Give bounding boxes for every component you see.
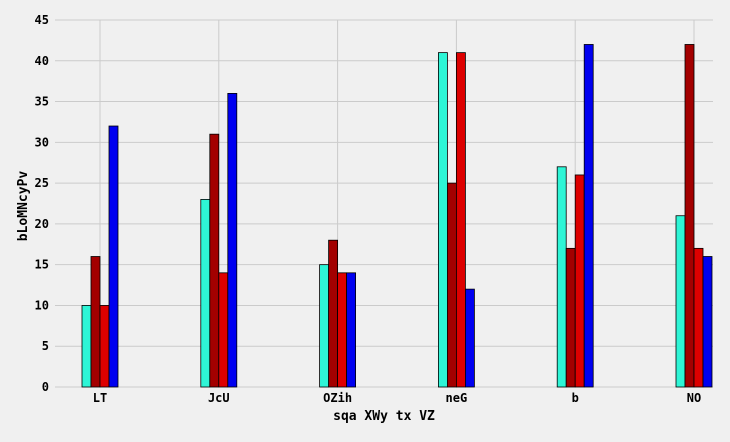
bar-LT-series-2 [90, 256, 101, 388]
bar-LT-series-4 [108, 125, 119, 388]
y-tick-label: 15 [35, 258, 49, 272]
bar-LT-series-3 [99, 305, 110, 388]
bar-JcU-series-3 [218, 272, 229, 388]
bar-OZih-series-3 [337, 272, 348, 388]
bar-OZih-series-2 [328, 239, 339, 388]
bar-NO-series-4 [702, 256, 713, 388]
bar-b-series-1 [556, 166, 567, 388]
y-tick-label: 45 [35, 13, 49, 27]
bar-JcU-series-2 [209, 133, 220, 388]
bar-b-series-3 [574, 174, 585, 388]
y-tick-label: 25 [35, 176, 49, 190]
bar-neG-series-3 [455, 52, 466, 388]
y-tick-label: 20 [35, 217, 49, 231]
bar-NO-series-2 [684, 44, 695, 388]
x-tick-label: b [572, 391, 579, 405]
bar-neG-series-4 [464, 288, 475, 388]
x-tick-label: JcU [208, 391, 230, 405]
grid [55, 19, 713, 388]
bar-b-series-4 [583, 44, 594, 388]
x-tick-label: LT [93, 391, 107, 405]
bar-LT-series-1 [81, 305, 92, 388]
y-tick-labels: 0 5 10 15 20 25 30 35 40 45 [35, 13, 49, 394]
y-tick-label: 35 [35, 95, 49, 109]
x-tick-label: OZih [323, 391, 352, 405]
bar-JcU-series-1 [200, 199, 211, 388]
bar-OZih-series-4 [346, 272, 357, 388]
y-tick-label: 0 [42, 380, 49, 394]
y-axis-label: bLoMNcyPv [16, 171, 31, 242]
bar-neG-series-1 [437, 52, 448, 388]
y-tick-label: 40 [35, 54, 49, 68]
x-tick-label: NO [687, 391, 701, 405]
x-axis-label: sqa XWy tx VZ [333, 409, 435, 424]
x-tick-labels: LT JcU OZih neG b NO [93, 391, 701, 405]
bar-NO-series-3 [693, 247, 704, 388]
y-tick-label: 30 [35, 135, 49, 149]
bar-OZih-series-1 [319, 264, 330, 388]
y-tick-label: 10 [35, 298, 49, 312]
bar-b-series-2 [565, 247, 576, 388]
bars [81, 44, 713, 388]
bar-NO-series-1 [675, 215, 686, 388]
x-tick-label: neG [446, 391, 468, 405]
bar-JcU-series-4 [227, 93, 238, 388]
y-tick-label: 5 [42, 339, 49, 353]
bar-neG-series-2 [446, 182, 457, 388]
